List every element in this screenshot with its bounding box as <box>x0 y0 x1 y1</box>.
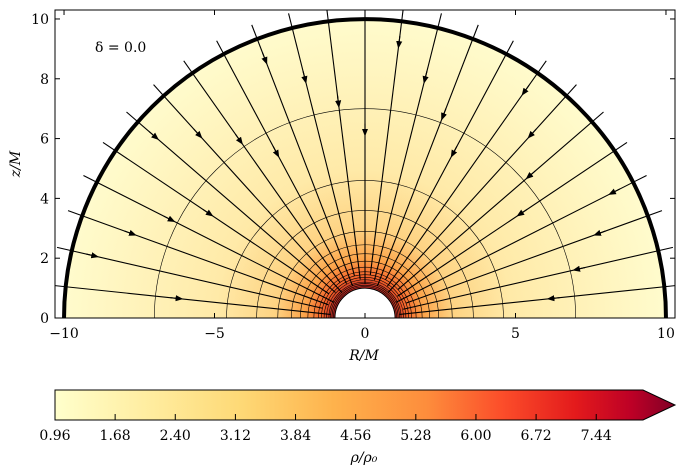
streamline-arrow <box>86 252 99 259</box>
density-contour <box>331 284 399 318</box>
streamline <box>373 13 442 281</box>
streamline <box>216 40 348 284</box>
colorbar: 0.96 1.68 2.40 3.12 3.84 4.56 5.28 6.00 6.72 7.44… <box>39 389 677 466</box>
y-tick-label: 10 <box>31 12 49 28</box>
x-tick-label: 10 <box>657 326 675 342</box>
colorbar-ticks: 0.96 1.68 2.40 3.12 3.84 4.56 5.28 6.00 6.72 7.44 <box>39 414 612 444</box>
streamline-arrow <box>202 208 214 217</box>
x-tick-label: 0 <box>361 326 370 342</box>
y-tick-label: 6 <box>40 132 49 148</box>
streamline-arrow <box>193 128 203 139</box>
streamline-arrow <box>170 295 184 302</box>
streamline <box>126 111 336 293</box>
x-tick-label: −10 <box>49 326 79 342</box>
streamline <box>403 246 674 310</box>
colorbar-label: ρ/ρ₀ <box>350 450 378 466</box>
outer-boundary <box>62 17 668 318</box>
streamline-arrow <box>525 170 536 180</box>
y-tick-label: 8 <box>40 72 49 88</box>
streamline-arrow <box>441 108 447 121</box>
streamline <box>385 40 514 280</box>
streamline-arrow <box>163 215 176 222</box>
streamline-arrow <box>593 229 606 236</box>
colorbar-tick-label: 1.68 <box>100 428 131 444</box>
streamline-arrow <box>148 131 159 141</box>
streamline <box>56 246 323 309</box>
streamline-arrow <box>235 133 243 145</box>
streamline-arrow <box>396 35 403 49</box>
streamline <box>399 285 675 315</box>
x-tick-label: 5 <box>511 326 520 342</box>
colorbar-tick-label: 7.44 <box>581 428 612 444</box>
streamline <box>326 10 361 280</box>
y-axis-label: z/M <box>8 150 24 178</box>
streamline <box>102 141 330 295</box>
streamline <box>387 84 577 293</box>
colorbar-tick-label: 3.84 <box>280 428 311 444</box>
y-tick-label: 2 <box>40 251 49 267</box>
chart-annotation: δ = 0.0 <box>95 40 146 56</box>
colorbar-tick-label: 5.28 <box>400 428 431 444</box>
streamline-arrow <box>261 52 268 65</box>
y-tick-label: 4 <box>40 191 49 207</box>
streamline <box>376 24 479 287</box>
streamline-arrow <box>272 146 280 158</box>
streamline <box>369 10 404 276</box>
streamline <box>395 174 647 303</box>
density-contour <box>330 283 400 318</box>
inner-boundary <box>334 287 396 318</box>
streamline <box>153 84 343 293</box>
boundary-circles <box>62 17 668 318</box>
colorbar-tick-label: 6.00 <box>460 428 491 444</box>
streamline <box>288 13 355 277</box>
streamline-arrow <box>124 229 137 236</box>
streamline <box>183 60 341 283</box>
x-axis-label: R/M <box>348 348 379 364</box>
streamline-arrow <box>608 188 621 195</box>
streamline-arrow <box>301 71 308 84</box>
streamline <box>251 24 354 287</box>
streamline <box>55 285 331 315</box>
streamline <box>386 60 547 287</box>
colorbar-bar <box>54 389 677 421</box>
colorbar-tick-label: 2.40 <box>160 428 191 444</box>
streamline-arrow <box>516 208 528 217</box>
streamline-arrow <box>572 265 586 272</box>
streamline-arrow <box>422 71 429 84</box>
streamline <box>397 141 628 297</box>
velocity-streamlines <box>55 10 675 315</box>
y-tick-label: 0 <box>40 311 49 327</box>
streamline <box>405 210 663 304</box>
streamline <box>83 174 335 303</box>
x-tick-label: −5 <box>204 326 225 342</box>
colorbar-tick-label: 0.96 <box>39 428 70 444</box>
x-axis-ticks: −10 −5 0 5 10 <box>49 10 675 342</box>
streamline-arrow <box>450 146 458 158</box>
colorbar-tick-label: 6.72 <box>521 428 552 444</box>
streamline-arrow <box>527 128 537 139</box>
streamline <box>67 210 329 306</box>
colorbar-tick-label: 4.56 <box>340 428 371 444</box>
colorbar-tick-label: 3.12 <box>220 428 251 444</box>
streamline-arrow <box>335 95 342 109</box>
y-axis-ticks: 0 2 4 6 8 10 <box>31 12 675 327</box>
streamline-arrow <box>521 84 530 96</box>
streamline <box>397 111 604 290</box>
density-contour <box>333 286 397 318</box>
streamline-arrow <box>546 295 560 302</box>
